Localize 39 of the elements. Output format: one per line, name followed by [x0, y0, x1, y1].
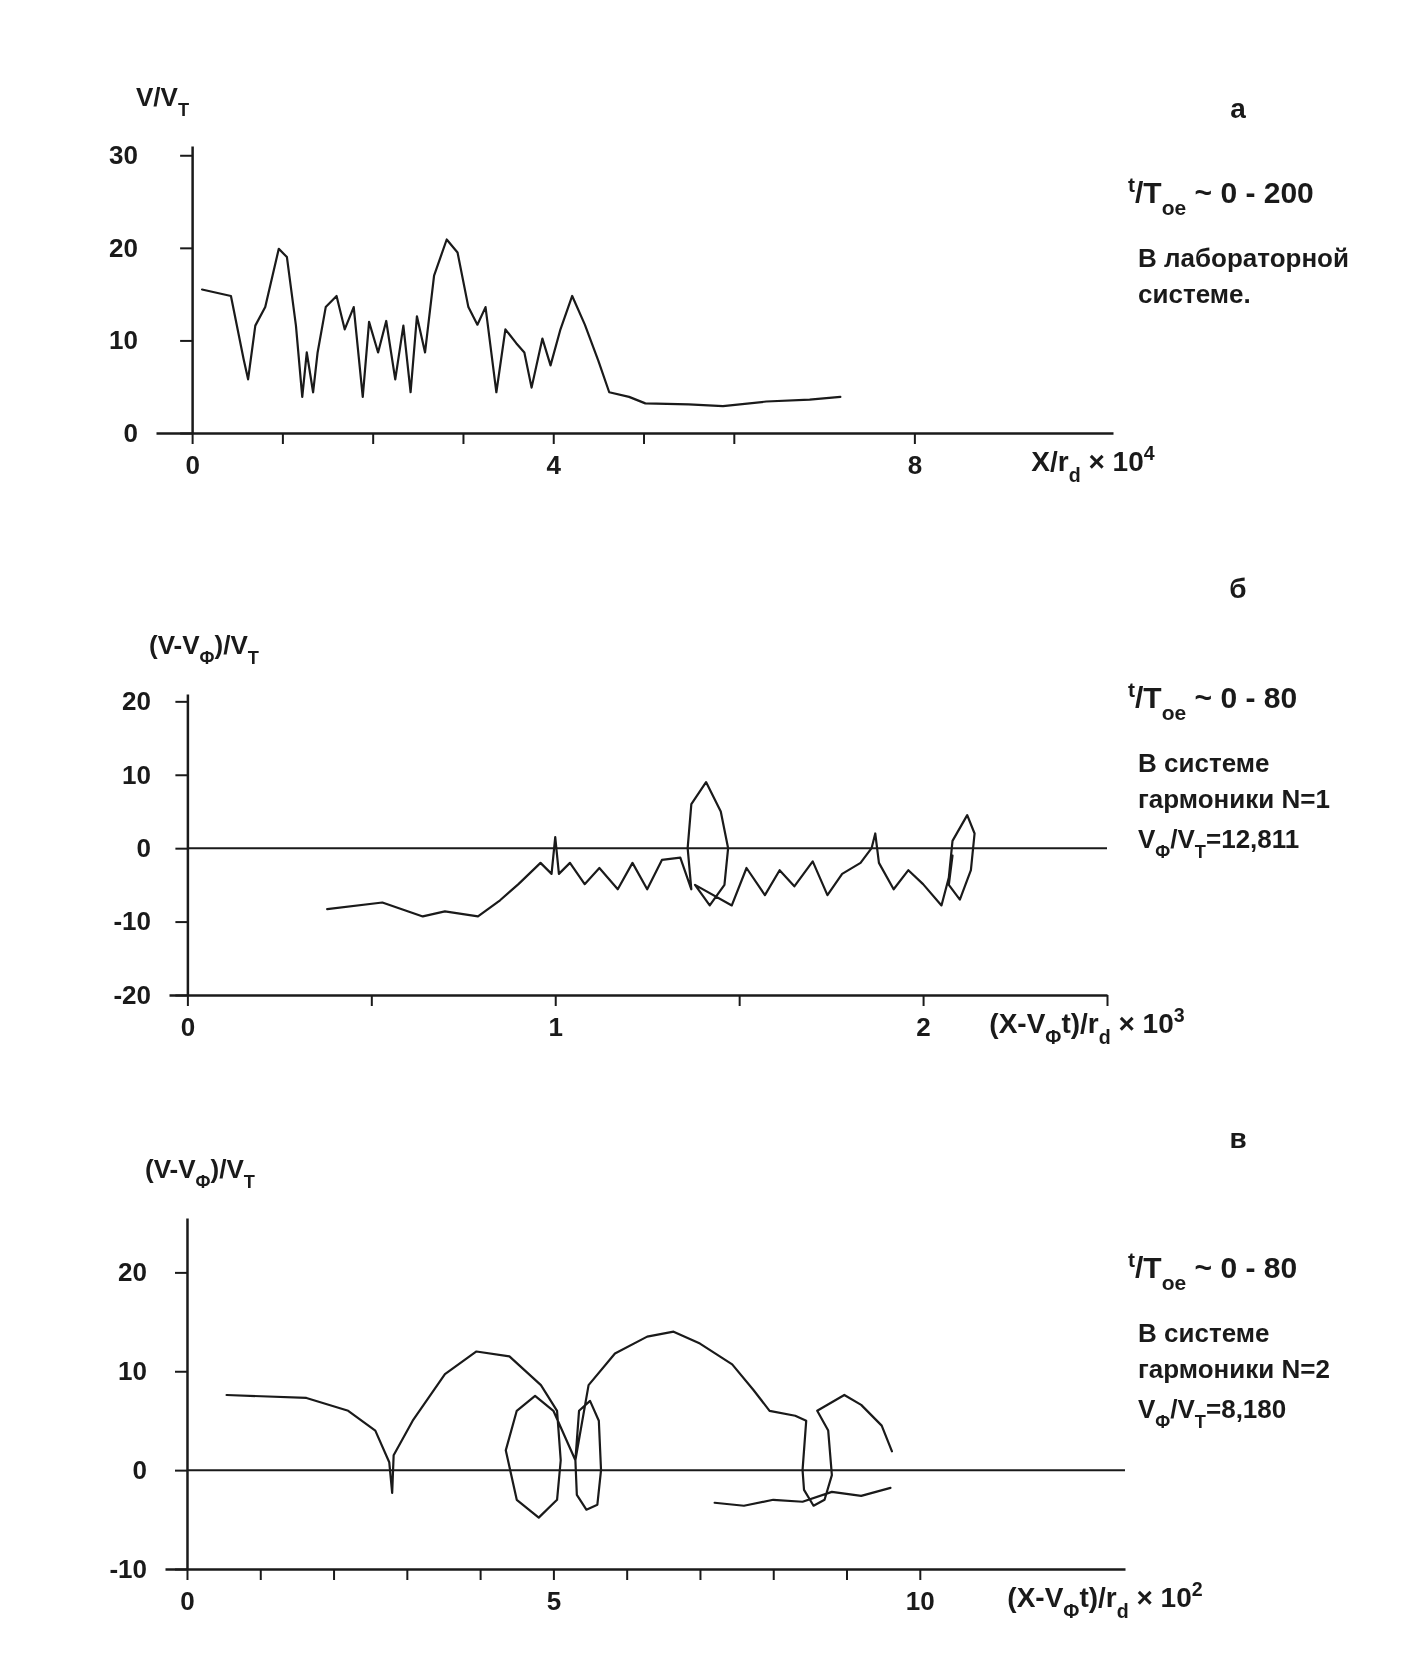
- text: V$_{Φ}$/V$_{T}$=12,811: [1138, 824, 1300, 862]
- text: V$_{Φ}$/V$_{T}$=8,180: [1138, 1394, 1287, 1432]
- x-axis-title: (X-V$_{Φ}$t)/r$_{d}$ × 10$^{2}$: [1007, 1578, 1203, 1622]
- y-axis-title: (V-V$_{Φ}$)/V$_{T}$: [149, 630, 259, 668]
- x-axis-title: (X-V$_{Φ}$t)/r$_{d}$ × 10$^{3}$: [989, 1004, 1185, 1048]
- y-tick-label: -20: [113, 979, 151, 1010]
- x-tick-label: 5: [546, 1586, 562, 1617]
- x-tick-label: 0: [180, 1012, 196, 1043]
- y-tick-label: 20: [118, 1257, 147, 1288]
- x-tick-label: 2: [916, 1012, 931, 1043]
- x-tick-label: 0: [180, 1586, 195, 1617]
- y-tick-label: 10: [109, 325, 138, 356]
- x-tick-label: 1: [548, 1012, 563, 1043]
- y-tick-label: 10: [122, 759, 151, 790]
- x-tick-label: 0: [185, 450, 200, 481]
- text: $^{t}$/T$_{oe}$ ~ 0 - 80: [1128, 677, 1298, 724]
- x-tick-label: 4: [546, 450, 562, 481]
- text: в: [1229, 1123, 1247, 1154]
- text: $^{t}$/T$_{oe}$ ~ 0 - 80: [1128, 1247, 1298, 1294]
- x-axis-title: X/r$_{d}$ × 10$^{4}$: [1031, 442, 1155, 486]
- x-tick-label: 10: [905, 1586, 935, 1617]
- y-tick-label: 30: [109, 140, 138, 171]
- text: $^{t}$/T$_{oe}$ ~ 0 - 200: [1128, 172, 1314, 219]
- y-tick-label: 0: [136, 832, 151, 863]
- text: а: [1230, 93, 1247, 124]
- text: В лабораторной системе.: [1138, 243, 1349, 309]
- y-axis-title: (V-V$_{Φ}$)/V$_{T}$: [145, 1154, 255, 1192]
- y-axis-title: V/V$_{T}$: [136, 82, 190, 120]
- y-tick-label: 0: [123, 417, 138, 448]
- x-tick-label: 8: [907, 450, 923, 481]
- y-tick-label: -10: [113, 906, 151, 937]
- y-tick-label: 10: [118, 1356, 147, 1387]
- y-tick-label: 20: [109, 232, 138, 263]
- y-tick-label: 0: [132, 1454, 147, 1485]
- y-tick-label: 20: [122, 686, 151, 717]
- text: В системе гармоники N=2: [1138, 1318, 1330, 1384]
- y-tick-label: -10: [109, 1553, 147, 1584]
- text: В системе гармоники N=1: [1138, 748, 1330, 814]
- text: б: [1229, 573, 1247, 604]
